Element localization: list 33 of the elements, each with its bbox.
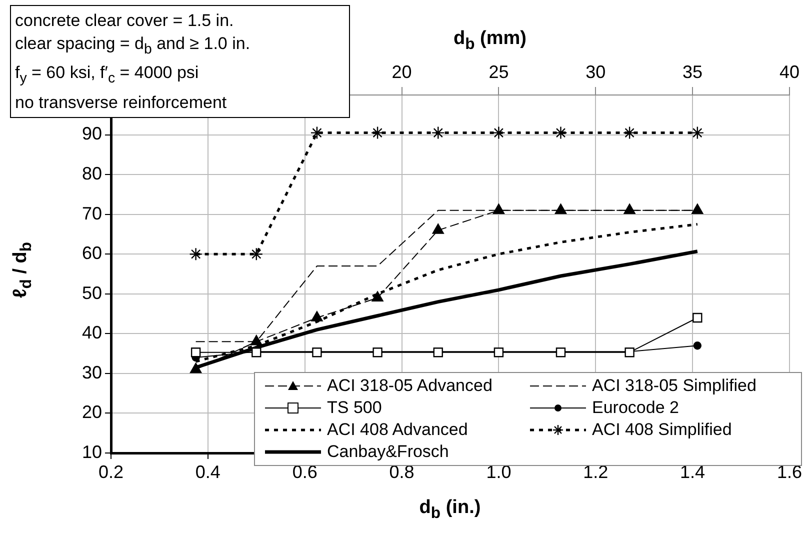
y-tick-label: 40 (82, 322, 102, 343)
annotation: no transverse reinforcement (15, 92, 228, 114)
legend-label: ACI 318-05 Advanced (327, 375, 492, 397)
x-axis-title: d$_{b}$ (in.) (418, 497, 482, 523)
x-tick-label: 1.2 (583, 462, 608, 482)
x2-tick-label: 25 (488, 62, 509, 82)
y-tick-label: 20 (82, 402, 102, 422)
x2-axis-title: d$_{b}$ (mm) (452, 28, 528, 54)
note-box: concrete clear cover = 1.5 in. clear spacing = d$_{b}$ and ≥ 1.0 in. f$_{y}$ = 60 ksi, f′$_{c}$ = 4000 psi no transverse reinforcement (10, 5, 350, 118)
legend-label: ACI 318-05 Simplified (592, 375, 756, 397)
x-tick-label: 0.6 (292, 462, 318, 482)
y-tick-label: 60 (82, 243, 102, 264)
x2-tick-label: 20 (392, 62, 412, 82)
x2-tick-label: 35 (682, 62, 703, 82)
legend-label: Canbay&Frosch (327, 441, 449, 463)
legend-label: ACI 408 Advanced (327, 419, 468, 441)
x-tick-label: 1.0 (486, 462, 512, 482)
legend-label: TS 500 (327, 397, 382, 419)
x-tick-label: 0.2 (98, 462, 124, 482)
y-tick-label: 50 (82, 282, 102, 303)
x-tick-label: 0.4 (195, 462, 220, 482)
y-tick-label: 10 (82, 442, 102, 462)
legend-label: Eurocode 2 (592, 397, 679, 419)
legend-label: ACI 408 Simplified (592, 419, 732, 441)
y-tick-label: 70 (82, 203, 102, 224)
y-tick-label: 30 (82, 362, 102, 382)
y-tick-label: 90 (82, 124, 102, 144)
x2-tick-label: 40 (779, 62, 800, 82)
x-tick-label: 1.6 (776, 462, 802, 482)
x-tick-label: 1.4 (680, 462, 706, 482)
x2-tick-label: 30 (586, 62, 606, 82)
x-tick-label: 0.8 (389, 462, 414, 482)
y-tick-label: 80 (82, 164, 102, 184)
